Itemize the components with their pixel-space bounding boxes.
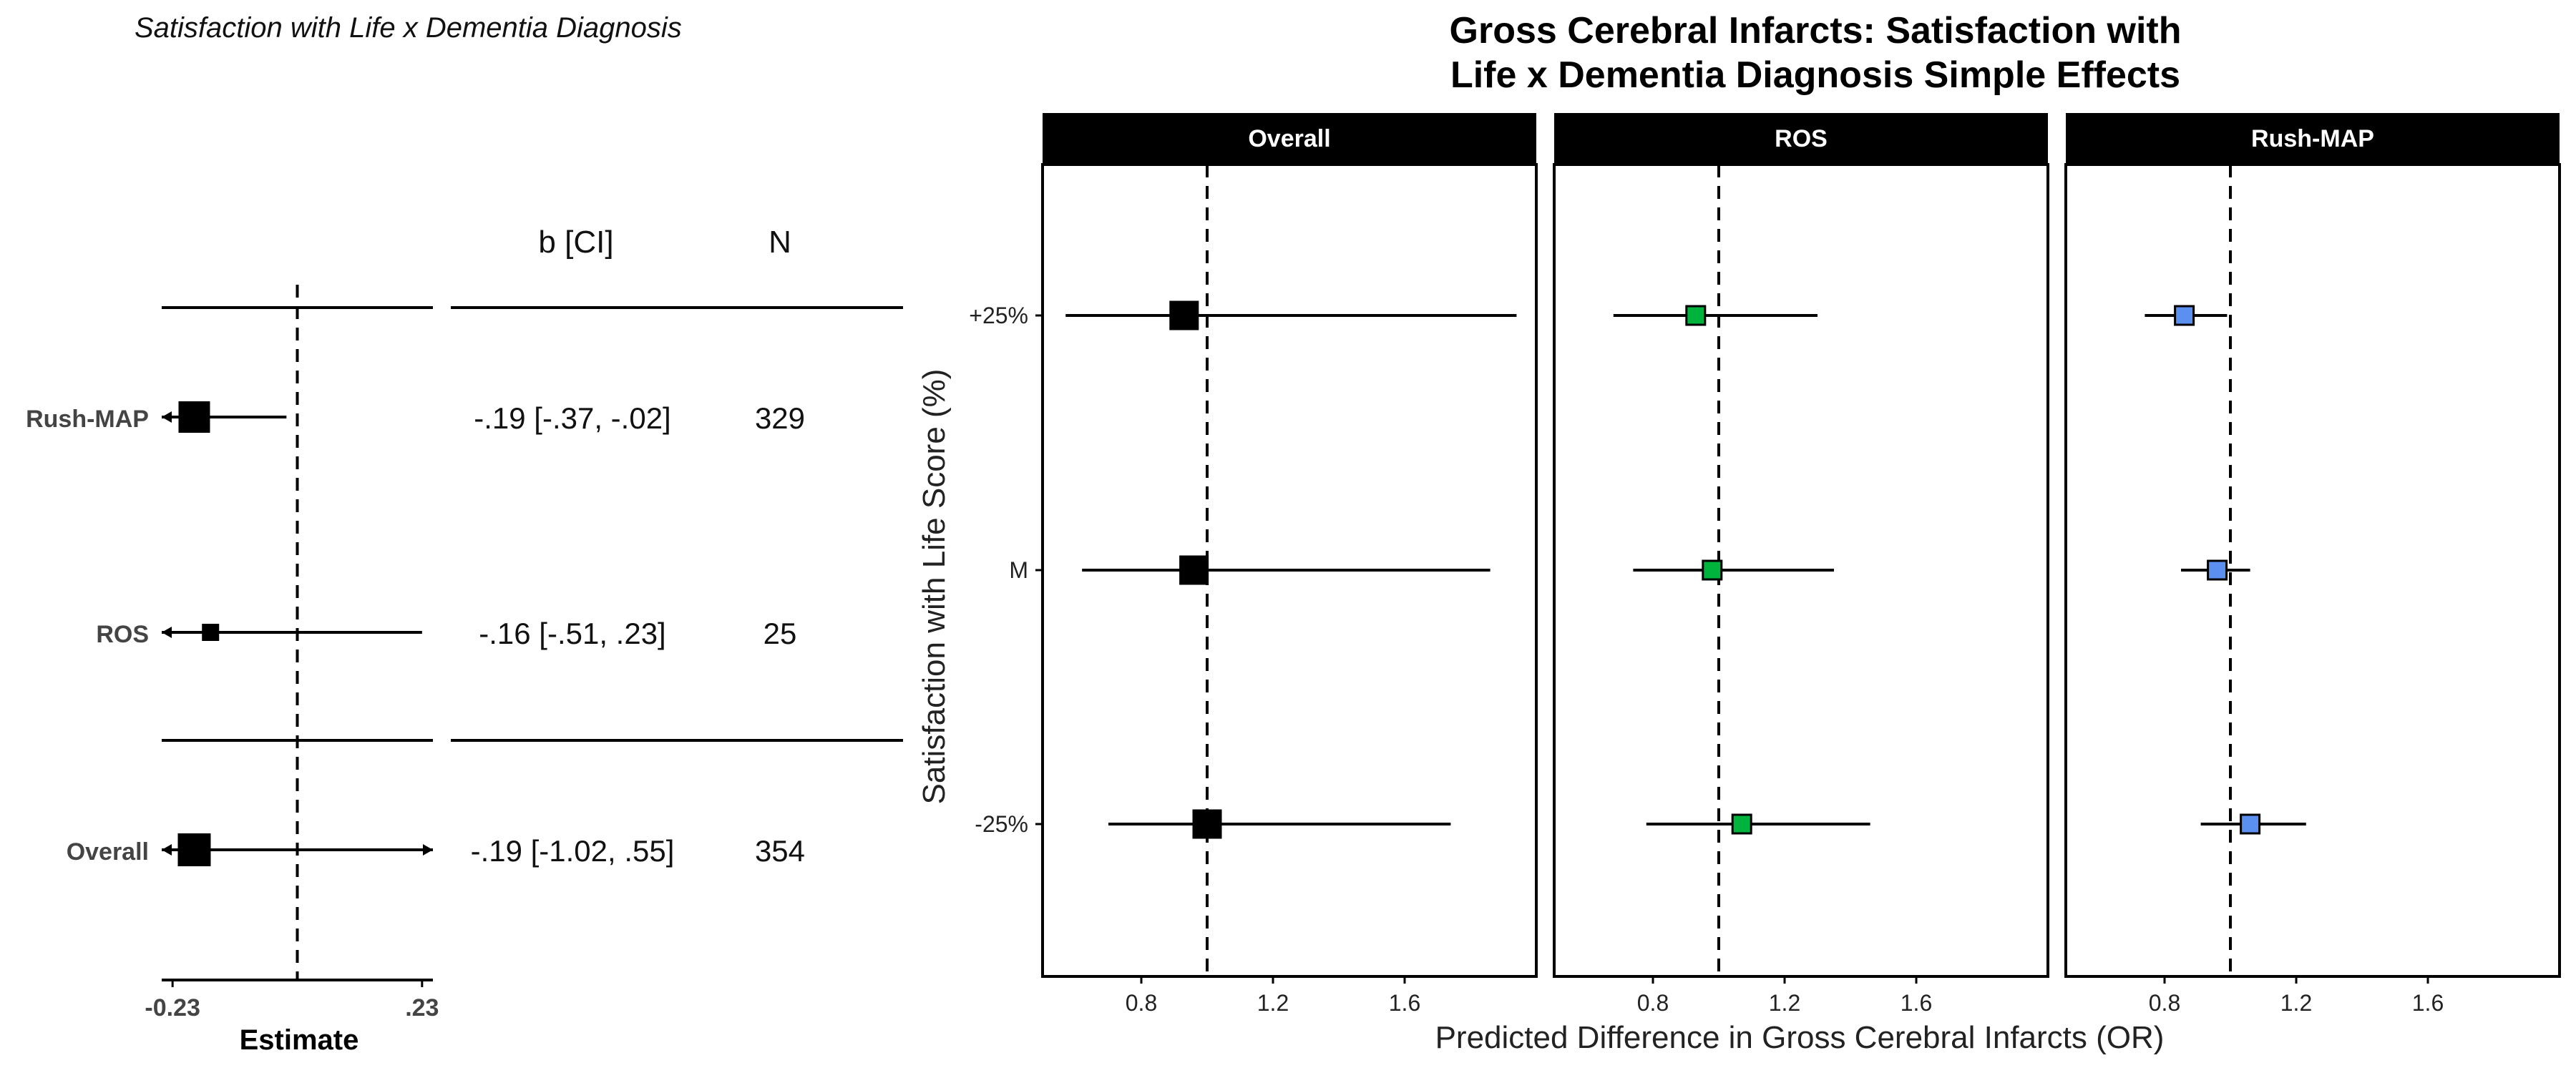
chart-x-label: Predicted Difference in Gross Cerebral I…: [1435, 1020, 2165, 1055]
y-ticks: +25% M -25%: [969, 303, 1043, 837]
forest-row-rush-map: Rush-MAP -.19 [-.37, -.02] 329: [26, 401, 805, 435]
chart-title-line2: Life x Dementia Diagnosis Simple Effects: [1450, 54, 2180, 96]
row-label: Overall: [67, 838, 149, 866]
or-marker: [2174, 305, 2195, 326]
row-n: 354: [755, 834, 805, 868]
ci-arrow-left: [162, 844, 172, 856]
panel-strip-label: Rush-MAP: [2251, 125, 2374, 152]
forest-rows: Rush-MAP -.19 [-.37, -.02] 329 ROS -.16 [-.5…: [26, 401, 805, 868]
estimate-marker: [178, 401, 210, 433]
y-tick-label: +25%: [969, 303, 1028, 328]
or-marker: [1731, 813, 1752, 835]
point-+25%: [2145, 305, 2228, 326]
forest-col-n-header: N: [769, 225, 791, 260]
x-tick-label: 0.8: [1637, 990, 1669, 1016]
point-M: [1082, 555, 1491, 585]
panel-ros: ROS 0.8 1.2 1.6: [1553, 113, 2049, 1016]
chart-y-label: Satisfaction with Life Score (%): [917, 369, 952, 805]
point-+25%: [1065, 300, 1517, 330]
or-marker: [2207, 559, 2228, 581]
panel-strip-label: Overall: [1248, 125, 1330, 152]
row-ci-text: -.16 [-.51, .23]: [479, 617, 665, 650]
point--25%: [2200, 813, 2306, 835]
panel-border: [1553, 163, 2049, 978]
forest-row-ros: ROS -.16 [-.51, .23] 25: [96, 617, 796, 650]
chart-title-line1: Gross Cerebral Infarcts: Satisfaction wi…: [1450, 10, 2182, 52]
ci-arrow-left: [162, 627, 172, 638]
ci-arrow-left: [162, 411, 172, 423]
facet-panels: Overall 0.8 1.2 1.6 ROS 0.8 1.2 1.6 Rush-MAP 0.8 1…: [1041, 113, 2561, 1016]
x-tick-label: 1.6: [1389, 990, 1420, 1016]
facet-chart: Gross Cerebral Infarcts: Satisfaction wi…: [917, 10, 2561, 1055]
x-tick-label: 0.8: [2149, 990, 2180, 1016]
panel-strip: [2066, 113, 2560, 165]
or-marker: [1192, 809, 1222, 839]
forest-plot: Satisfaction with Life x Dementia Diagno…: [26, 12, 903, 1056]
y-tick-label: -25%: [975, 811, 1028, 837]
row-label: Rush-MAP: [26, 406, 149, 433]
point-M: [2181, 559, 2250, 581]
forest-separators: [162, 306, 903, 742]
panel-overall: Overall 0.8 1.2 1.6: [1041, 113, 1538, 1016]
x-tick-label: 0.8: [1126, 990, 1157, 1016]
point--25%: [1646, 813, 1870, 835]
x-tick-label: 1.2: [1769, 990, 1800, 1016]
estimate-marker: [202, 624, 220, 641]
row-n: 25: [763, 617, 797, 650]
forest-x-ticks: -0.23 .23: [145, 980, 439, 1021]
panel-strip-label: ROS: [1775, 125, 1828, 152]
forest-col-b-header: b [CI]: [538, 225, 613, 260]
or-marker: [1179, 555, 1209, 585]
x-tick-label: 1.2: [2280, 990, 2312, 1016]
estimate-marker: [177, 833, 211, 866]
panel-border: [2064, 163, 2561, 978]
row-ci-text: -.19 [-1.02, .55]: [471, 834, 675, 868]
x-tick-label: 1.6: [1901, 990, 1932, 1016]
or-marker: [2240, 813, 2261, 835]
point-M: [1633, 559, 1834, 581]
forest-x-tick-label-1: .23: [405, 994, 439, 1021]
forest-x-tick-label-0: -0.23: [145, 994, 200, 1021]
y-tick-label: M: [1009, 557, 1028, 583]
ci-arrow-right: [423, 844, 433, 856]
row-label: ROS: [96, 621, 149, 648]
forest-row-overall: Overall -.19 [-1.02, .55] 354: [67, 833, 805, 868]
panel-strip: [1043, 113, 1536, 165]
or-marker: [1702, 559, 1723, 581]
x-tick-label: 1.6: [2412, 990, 2444, 1016]
panel-rush-map: Rush-MAP 0.8 1.2 1.6: [2064, 113, 2561, 1016]
x-tick-label: 1.2: [1257, 990, 1289, 1016]
or-marker: [1169, 300, 1199, 330]
row-ci-text: -.19 [-.37, -.02]: [474, 401, 670, 435]
point-+25%: [1613, 305, 1818, 326]
row-n: 329: [755, 401, 805, 435]
forest-title: Satisfaction with Life x Dementia Diagno…: [135, 12, 682, 44]
panel-border: [1041, 163, 1538, 978]
forest-x-label: Estimate: [240, 1024, 359, 1056]
point--25%: [1108, 809, 1451, 839]
panel-strip: [1554, 113, 2048, 165]
or-marker: [1685, 305, 1707, 326]
